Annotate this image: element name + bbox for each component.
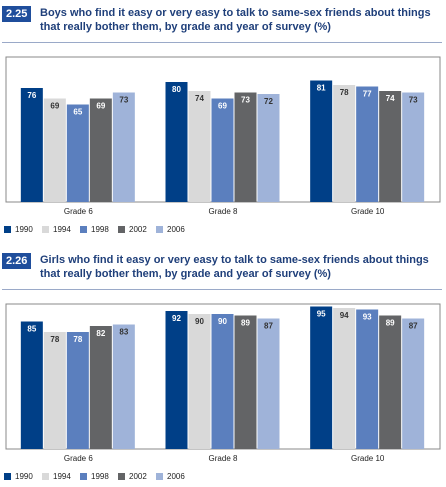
legend-label: 2002 [129, 472, 147, 481]
bar [211, 98, 234, 202]
x-tick-label: Grade 10 [351, 454, 385, 463]
value-label: 83 [119, 328, 128, 337]
bar [402, 92, 425, 202]
legend-label: 1994 [53, 225, 71, 234]
value-label: 73 [409, 96, 418, 105]
bar [89, 326, 112, 449]
legend-label: 2006 [167, 472, 185, 481]
chart-title: Boys who find it easy or very easy to ta… [40, 7, 431, 33]
value-label: 89 [241, 319, 250, 328]
bar [112, 92, 135, 202]
legend-label: 1998 [91, 472, 109, 481]
value-label: 65 [73, 108, 82, 117]
value-label: 72 [264, 97, 273, 106]
legend-swatch [4, 226, 11, 233]
value-label: 74 [386, 94, 395, 103]
legend-swatch [156, 226, 163, 233]
figure-label: 2.26 [2, 253, 32, 269]
bar [356, 309, 379, 449]
legend-swatch [80, 226, 87, 233]
legend-label: 2006 [167, 225, 185, 234]
x-tick-label: Grade 6 [64, 454, 93, 463]
value-label: 69 [50, 102, 59, 111]
value-label: 73 [241, 96, 250, 105]
chart: 2.25 Boys who find it easy or very easy … [0, 0, 446, 240]
bar [43, 98, 66, 202]
value-label: 94 [340, 311, 349, 320]
legend-label: 1998 [91, 225, 109, 234]
bar [112, 324, 135, 449]
legend-swatch [42, 226, 49, 233]
legend-label: 2002 [129, 225, 147, 234]
value-label: 87 [409, 322, 418, 331]
bar [257, 94, 280, 202]
bar [333, 308, 356, 449]
value-label: 95 [317, 310, 326, 319]
chart: 2.26 Girls who find it easy or very easy… [0, 247, 446, 487]
value-label: 78 [50, 335, 59, 344]
value-label: 69 [218, 102, 227, 111]
legend-label: 1994 [53, 472, 71, 481]
value-label: 74 [195, 94, 204, 103]
value-label: 87 [264, 322, 273, 331]
bar [333, 85, 356, 202]
value-label: 78 [73, 335, 82, 344]
value-label: 89 [386, 319, 395, 328]
x-tick-label: Grade 10 [351, 207, 385, 216]
bar [379, 315, 402, 449]
bar [356, 86, 379, 202]
header: 2.25 Boys who find it easy or very easy … [2, 4, 442, 43]
figure-label: 2.25 [2, 6, 32, 22]
bar [20, 321, 43, 449]
bar [379, 91, 402, 202]
bar [188, 91, 211, 202]
legend-swatch [118, 473, 125, 480]
bar [89, 98, 112, 202]
header: 2.26 Girls who find it easy or very easy… [2, 251, 442, 290]
value-label: 82 [96, 329, 105, 338]
bar [188, 314, 211, 449]
plot: Grade 6 85 78 78 82 83 Grade 8 92 90 90 89 87 Grade … [4, 303, 441, 481]
bar [257, 318, 280, 449]
bar [234, 315, 257, 449]
value-label: 76 [27, 91, 36, 100]
value-label: 93 [363, 313, 372, 322]
bar [211, 314, 234, 449]
legend-swatch [80, 473, 87, 480]
bar [43, 332, 66, 449]
x-tick-label: Grade 6 [64, 207, 93, 216]
legend-swatch [4, 473, 11, 480]
bar [165, 82, 188, 202]
legend-swatch [118, 226, 125, 233]
bar [66, 332, 89, 449]
value-label: 78 [340, 88, 349, 97]
bar [402, 318, 425, 449]
bar [234, 92, 257, 202]
value-label: 69 [96, 102, 105, 111]
value-label: 90 [218, 317, 227, 326]
chart-title: Girls who find it easy or very easy to t… [40, 254, 429, 280]
bar [165, 311, 188, 449]
legend-label: 1990 [15, 472, 33, 481]
legend-swatch [156, 473, 163, 480]
value-label: 85 [27, 325, 36, 334]
value-label: 80 [172, 85, 181, 94]
value-label: 90 [195, 317, 204, 326]
bar [310, 80, 333, 202]
value-label: 81 [317, 84, 326, 93]
value-label: 92 [172, 314, 181, 323]
x-tick-label: Grade 8 [209, 207, 238, 216]
value-label: 77 [363, 90, 372, 99]
bar [20, 88, 43, 202]
legend-label: 1990 [15, 225, 33, 234]
x-tick-label: Grade 8 [209, 454, 238, 463]
value-label: 73 [119, 96, 128, 105]
legend-swatch [42, 473, 49, 480]
bar [310, 306, 333, 449]
bar [66, 104, 89, 202]
plot: Grade 6 76 69 65 69 73 Grade 8 80 74 69 73 72 Grade … [4, 56, 441, 234]
